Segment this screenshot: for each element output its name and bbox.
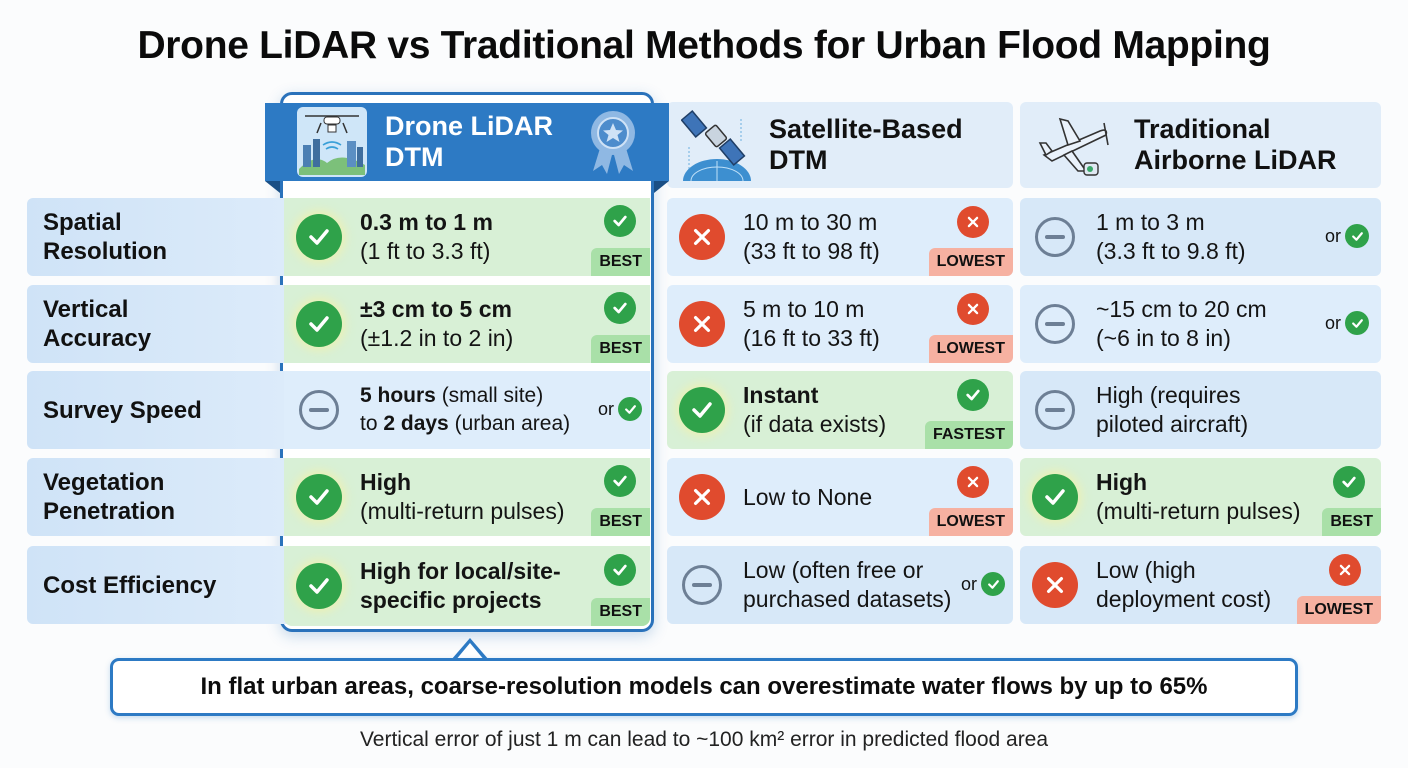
check-small-icon: [1345, 311, 1369, 335]
minus-circle-icon: [1035, 217, 1075, 257]
check-small-icon: [1345, 224, 1369, 248]
check-circle-icon: [1032, 474, 1078, 520]
row-label-vegetation-penetration: Vegetation Penetration: [27, 458, 287, 536]
cell-airborne-vertical-accuracy: ~15 cm to 20 cm (~6 in to 8 in) or: [1020, 285, 1381, 363]
cell-drone-survey-speed: 5 hours (small site) to 2 days (urban ar…: [284, 371, 650, 449]
minus-circle-icon: [1035, 390, 1075, 430]
row-label-vertical-accuracy: Vertical Accuracy: [27, 285, 287, 363]
best-badge: BEST: [591, 598, 650, 626]
check-small-icon: [981, 572, 1005, 596]
column-title-line2: DTM: [769, 145, 828, 175]
cell-airborne-spatial-resolution: 1 m to 3 m (3.3 ft to 9.8 ft) or: [1020, 198, 1381, 276]
or-label: or: [960, 573, 977, 594]
row-label-survey-speed: Survey Speed: [27, 371, 287, 449]
column-title-line1: Satellite-Based: [769, 114, 963, 144]
lowest-badge: LOWEST: [1296, 596, 1381, 624]
row-label-cost-efficiency: Cost Efficiency: [27, 546, 287, 624]
cell-airborne-cost-efficiency: Low (high deployment cost) LOWEST: [1020, 546, 1381, 624]
check-small-icon: [604, 465, 636, 497]
cell-satellite-vertical-accuracy: 5 m to 10 m (16 ft to 33 ft) LOWEST: [667, 285, 1013, 363]
minus-circle-icon: [299, 390, 339, 430]
lowest-badge: LOWEST: [928, 508, 1013, 536]
footnote: Vertical error of just 1 m can lead to ~…: [359, 728, 1049, 751]
drone-city-icon: [297, 107, 367, 177]
check-circle-icon: [296, 474, 342, 520]
cell-satellite-cost-efficiency: Low (often free or purchased datasets) or: [667, 546, 1013, 624]
cell-drone-spatial-resolution: 0.3 m to 1 m (1 ft to 3.3 ft) BEST: [284, 198, 650, 276]
x-small-icon: [1329, 554, 1361, 586]
column-title-line1: Traditional: [1134, 114, 1271, 144]
x-small-icon: [957, 293, 989, 325]
x-circle-icon: [679, 214, 725, 260]
best-badge: BEST: [1322, 508, 1381, 536]
check-circle-icon: [296, 563, 342, 609]
check-circle-icon: [679, 387, 725, 433]
or-label: or: [1324, 312, 1341, 333]
x-circle-icon: [679, 301, 725, 347]
column-title-line2: DTM: [385, 142, 444, 172]
or-label: or: [597, 398, 614, 419]
check-small-icon: [957, 379, 989, 411]
check-circle-icon: [296, 301, 342, 347]
best-badge: BEST: [591, 508, 650, 536]
minus-circle-icon: [1035, 304, 1075, 344]
check-small-icon: [604, 205, 636, 237]
x-circle-icon: [1032, 562, 1078, 608]
award-ribbon-icon: [591, 111, 635, 174]
page-title: Drone LiDAR vs Traditional Methods for U…: [137, 24, 1271, 67]
column-title-line1: Drone LiDAR: [385, 111, 553, 141]
check-small-icon: [604, 292, 636, 324]
cell-airborne-vegetation-penetration: High (multi-return pulses) BEST: [1020, 458, 1381, 536]
row-label-spatial-resolution: Spatial Resolution: [27, 198, 287, 276]
lowest-badge: LOWEST: [928, 335, 1013, 363]
check-small-icon: [618, 397, 642, 421]
cell-airborne-survey-speed: High (requires piloted aircraft): [1020, 371, 1381, 449]
satellite-icon: [681, 110, 751, 181]
check-circle-icon: [296, 214, 342, 260]
x-small-icon: [957, 466, 989, 498]
key-finding-callout: In flat urban areas, coarse-resolution m…: [110, 658, 1298, 716]
fastest-badge: FASTEST: [924, 421, 1013, 449]
column-header-satellite: Satellite-Based DTM: [667, 102, 1013, 188]
cell-satellite-vegetation-penetration: Low to None LOWEST: [667, 458, 1013, 536]
best-badge: BEST: [591, 248, 650, 276]
column-title-line2: Airborne LiDAR: [1134, 145, 1337, 175]
column-header-drone-lidar: Drone LiDAR DTM: [265, 103, 669, 193]
cell-satellite-spatial-resolution: 10 m to 30 m (33 ft to 98 ft) LOWEST: [667, 198, 1013, 276]
airplane-icon: [1038, 117, 1109, 176]
x-small-icon: [957, 206, 989, 238]
or-label: or: [1324, 225, 1341, 246]
lowest-badge: LOWEST: [928, 248, 1013, 276]
minus-circle-icon: [682, 565, 722, 605]
check-small-icon: [1333, 466, 1365, 498]
callout-pointer: [451, 638, 489, 661]
best-badge: BEST: [591, 335, 650, 363]
cell-drone-vegetation-penetration: High (multi-return pulses) BEST: [284, 458, 650, 536]
check-small-icon: [604, 554, 636, 586]
cell-drone-cost-efficiency: High for local/site-specific projects BE…: [284, 546, 650, 626]
x-circle-icon: [679, 474, 725, 520]
cell-drone-vertical-accuracy: ±3 cm to 5 cm (±1.2 in to 2 in) BEST: [284, 285, 650, 363]
cell-satellite-survey-speed: Instant (if data exists) FASTEST: [667, 371, 1013, 449]
column-header-airborne-lidar: Traditional Airborne LiDAR: [1020, 102, 1381, 188]
